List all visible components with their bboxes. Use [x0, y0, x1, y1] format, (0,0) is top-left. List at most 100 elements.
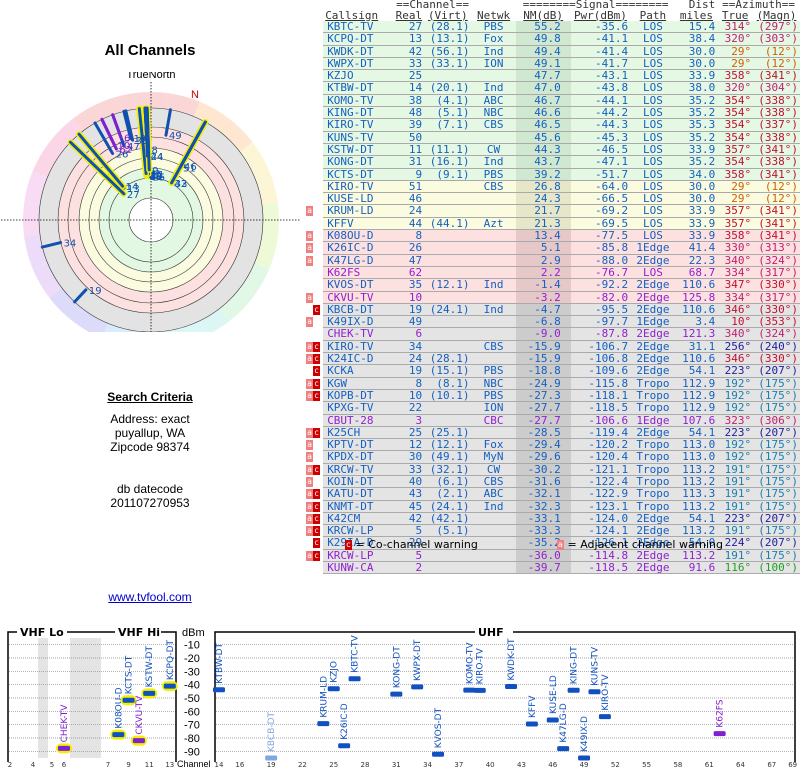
station-marker[interactable]: [557, 746, 570, 752]
station-marker[interactable]: [390, 691, 403, 697]
callsign[interactable]: KUNW-CA: [323, 561, 394, 575]
callsign[interactable]: K08OU-D: [323, 229, 394, 243]
callsign[interactable]: KATU-DT: [323, 487, 394, 501]
station-marker[interactable]: [58, 745, 70, 751]
station-marker[interactable]: [143, 690, 156, 696]
station-row[interactable]: KING-DT 48 (5.1) NBC 46.6 -44.2 LOS 35.2 354° (33…: [306, 106, 800, 120]
station-marker[interactable]: [132, 738, 145, 744]
col-netwk[interactable]: Netwk: [476, 8, 511, 22]
callsign[interactable]: KIRO-TV: [323, 340, 394, 354]
callsign[interactable]: KFFV: [323, 217, 394, 231]
col-real[interactable]: Real: [395, 8, 423, 22]
station-row[interactable]: KWDK-DT 42 (56.1) Ind 49.4 -41.4 LOS 30.0 29° (12…: [306, 45, 800, 58]
station-marker[interactable]: [122, 697, 135, 703]
station-row[interactable]: a K49IX-D 49 -6.8 -97.7 1Edge 3.4 10° (353°): [306, 315, 800, 329]
station-row[interactable]: KIRO-TV 39 (7.1) CBS 46.5 -44.3 LOS 35.3 354° (33…: [306, 118, 800, 132]
station-marker[interactable]: [432, 751, 445, 757]
station-row[interactable]: KONG-DT 31 (16.1) Ind 43.7 -47.1 LOS 35.2 354° (3…: [306, 155, 800, 169]
callsign[interactable]: K47LG-D: [323, 254, 394, 267]
col-virt[interactable]: (Virt): [427, 8, 468, 22]
station-row[interactable]: KPXG-TV 22 ION -27.7 -118.5 Tropo 112.9 192° (17…: [306, 401, 800, 415]
callsign[interactable]: K25CH: [323, 426, 394, 440]
callsign[interactable]: KRCW-TV: [323, 463, 394, 476]
callsign[interactable]: K24IC-D: [323, 352, 394, 366]
station-row[interactable]: a c K42CM 42 (42.1) -33.1 -124.0 2Edge 54.1 223°(…: [306, 512, 800, 526]
station-marker[interactable]: [411, 684, 424, 690]
station-marker[interactable]: [567, 687, 580, 693]
station-row[interactable]: a c K25CH 25 (25.1) -28.5 -119.4 2Edge 54.1 223°(…: [306, 426, 800, 440]
callsign[interactable]: KBTC-TV: [323, 21, 394, 34]
station-row[interactable]: KCPQ-DT 13 (13.1) Fox 49.8 -41.1 LOS 38.4 320° (3…: [306, 32, 800, 46]
station-row[interactable]: a c KRCW-LP 5 -36.0 -114.8 2Edge 113.2 191° (175°…: [306, 549, 800, 563]
station-marker[interactable]: [505, 684, 518, 690]
callsign[interactable]: KTBW-DT: [323, 81, 394, 95]
callsign[interactable]: KGW: [323, 377, 394, 390]
callsign[interactable]: K62FS: [323, 266, 394, 280]
station-row[interactable]: KBTC-TV 27 (28.1) PBS 55.2 -35.6 LOS 15.4 314° (2…: [306, 21, 800, 34]
station-row[interactable]: a KRUM-LD 24 21.7 -69.2 LOS 33.9 357° (341°): [306, 204, 800, 218]
callsign[interactable]: CHEK-TV: [323, 327, 394, 341]
station-marker[interactable]: [265, 755, 278, 761]
station-marker[interactable]: [473, 687, 486, 693]
station-row[interactable]: a K08OU-D 8 13.4 -77.5 LOS 33.9 358° (341°): [306, 229, 800, 243]
station-row[interactable]: a c KRCW-TV 33 (32.1) CW -30.2 -121.1 Tropo 113.2…: [306, 463, 800, 476]
callsign[interactable]: K49IX-D: [323, 315, 394, 329]
callsign[interactable]: K42CM: [323, 512, 394, 526]
station-marker[interactable]: [546, 717, 559, 723]
station-row[interactable]: a c KIRO-TV 34 CBS -15.9 -106.7 2Edge 31.1 256° (2…: [306, 340, 800, 354]
station-marker[interactable]: [348, 676, 361, 682]
callsign[interactable]: KVOS-DT: [323, 278, 394, 292]
station-row[interactable]: KOMO-TV 38 (4.1) ABC 46.7 -44.1 LOS 35.2 354° (33…: [306, 94, 800, 108]
station-marker[interactable]: [112, 732, 125, 738]
station-row[interactable]: a c KATU-DT 43 (2.1) ABC -32.1 -122.9 Tropo 113.3…: [306, 487, 800, 501]
station-row[interactable]: c KCKA 19 (15.1) PBS -18.8 -109.6 2Edge 54.1 223°…: [306, 364, 800, 378]
station-marker[interactable]: [578, 755, 591, 761]
station-marker[interactable]: [213, 687, 225, 693]
callsign[interactable]: CKVU-TV: [323, 291, 394, 304]
station-row[interactable]: KSTW-DT 11 (11.1) CW 44.3 -46.5 LOS 33.9 357° (34…: [306, 143, 800, 157]
callsign[interactable]: K26IC-D: [323, 241, 394, 255]
callsign[interactable]: KRUM-LD: [323, 204, 394, 218]
tvfool-link[interactable]: www.tvfool.com: [108, 590, 192, 604]
col-pwr[interactable]: Pwr(dBm): [573, 8, 627, 22]
callsign[interactable]: KBCB-DT: [323, 303, 394, 317]
callsign[interactable]: KSTW-DT: [323, 143, 394, 157]
station-row[interactable]: KIRO-TV 51 CBS 26.8 -64.0 LOS 30.0 29° (12°): [306, 180, 800, 194]
callsign[interactable]: KCKA: [323, 364, 394, 378]
station-row[interactable]: a KOIN-DT 40 (6.1) CBS -31.6 -122.4 Tropo 113.2 1…: [306, 475, 800, 489]
station-row[interactable]: KVOS-DT 35 (12.1) Ind -1.4 -92.2 2Edge 110.6 347…: [306, 278, 800, 292]
station-row[interactable]: a KPTV-DT 12 (12.1) Fox -29.4 -120.2 Tropo 113.0…: [306, 438, 800, 452]
station-row[interactable]: c KBCB-DT 19 (24.1) Ind -4.7 -95.5 2Edge 110.6 34…: [306, 303, 800, 317]
station-row[interactable]: a c KOPB-DT 10 (10.1) PBS -27.3 -118.1 Tropo 112.…: [306, 389, 800, 403]
callsign[interactable]: KONG-DT: [323, 155, 394, 169]
callsign[interactable]: KIRO-TV: [323, 180, 394, 194]
callsign[interactable]: KOPB-DT: [323, 389, 394, 403]
station-row[interactable]: a K26IC-D 26 5.1 -85.8 1Edge 41.4 330° (313°): [306, 241, 800, 255]
col-nm[interactable]: NM(dB): [523, 8, 564, 22]
callsign[interactable]: KPTV-DT: [323, 438, 394, 452]
station-row[interactable]: CBUT-28 3 CBC -27.7 -106.6 1Edge 107.6 323° (306…: [306, 414, 800, 427]
col-callsign[interactable]: Callsign: [325, 8, 379, 22]
callsign[interactable]: KUSE-LD: [323, 192, 394, 206]
station-row[interactable]: a c KGW 8 (8.1) NBC -24.9 -115.8 Tropo 112.9 192°(…: [306, 377, 800, 390]
station-row[interactable]: KWPX-DT 33 (33.1) ION 49.1 -41.7 LOS 30.0 29° (12…: [306, 57, 800, 71]
station-marker[interactable]: [525, 721, 538, 727]
callsign[interactable]: KCPQ-DT: [323, 32, 394, 46]
station-row[interactable]: a c KNMT-DT 45 (24.1) Ind -32.3 -123.1 Tropo 113.…: [306, 500, 800, 513]
callsign[interactable]: KOMO-TV: [323, 94, 394, 108]
callsign[interactable]: KPDX-DT: [323, 450, 394, 464]
callsign[interactable]: KOIN-DT: [323, 475, 394, 489]
col-magn[interactable]: (Magn): [756, 8, 797, 22]
station-marker[interactable]: [163, 683, 176, 689]
col-path[interactable]: Path: [639, 8, 667, 22]
callsign[interactable]: KUNS-TV: [323, 131, 394, 144]
callsign[interactable]: KCTS-DT: [323, 168, 394, 181]
station-row[interactable]: KTBW-DT 14 (20.1) Ind 47.0 -43.8 LOS 38.0 320° (3…: [306, 81, 800, 95]
col-true[interactable]: True: [721, 8, 749, 22]
callsign[interactable]: KNMT-DT: [323, 500, 394, 513]
station-marker[interactable]: [588, 689, 601, 695]
station-marker[interactable]: [713, 731, 726, 737]
station-row[interactable]: a KPDX-DT 30 (49.1) MyN -29.6 -120.4 Tropo 113.0…: [306, 450, 800, 464]
station-row[interactable]: K62FS 62 2.2 -76.7 LOS 68.7 334° (317°): [306, 266, 800, 280]
